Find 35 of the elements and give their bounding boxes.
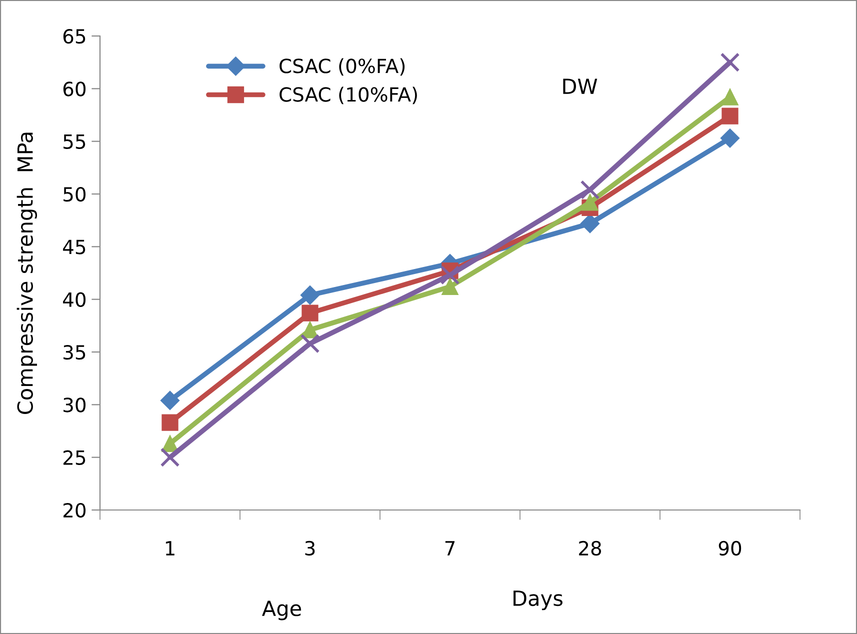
point <box>160 448 180 468</box>
point <box>720 52 740 72</box>
x-tick-label: 7 <box>445 541 455 556</box>
point <box>722 88 738 106</box>
text: Days <box>514 590 562 610</box>
point <box>720 128 740 148</box>
x-axis-title: Age <box>262 600 302 620</box>
point <box>582 194 598 211</box>
annotation: DW <box>563 78 598 94</box>
point <box>302 304 318 322</box>
y-tick-label: 30 <box>64 398 86 412</box>
legend-label: CSAC (10%FA) <box>280 86 417 104</box>
x-tick-label: 1 <box>166 541 174 556</box>
x-tick-label: 28 <box>579 540 602 556</box>
y-axis-title: Compressive strength MPa <box>16 132 37 414</box>
point <box>440 265 460 285</box>
point <box>300 286 320 305</box>
point <box>300 334 320 354</box>
y-tick-label: 55 <box>64 134 86 149</box>
legend-label: CSAC (0%FA) <box>280 58 405 76</box>
x-tick-label: 3 <box>305 540 315 556</box>
y-tick-label: 40 <box>63 292 86 307</box>
y-tick-label: 60 <box>63 82 86 96</box>
point <box>442 278 458 296</box>
y-tick-label: 20 <box>63 502 86 518</box>
y-tick-label: 35 <box>64 344 86 360</box>
x-tick-label: 90 <box>718 540 742 556</box>
point <box>162 414 178 431</box>
point <box>160 390 180 410</box>
y-tick-label: 45 <box>63 240 86 254</box>
y-tick-label: 50 <box>64 186 86 202</box>
point <box>580 180 600 200</box>
y-tick-label: 65 <box>63 28 86 44</box>
y-tick-label: 25 <box>63 450 86 465</box>
point <box>722 108 738 124</box>
